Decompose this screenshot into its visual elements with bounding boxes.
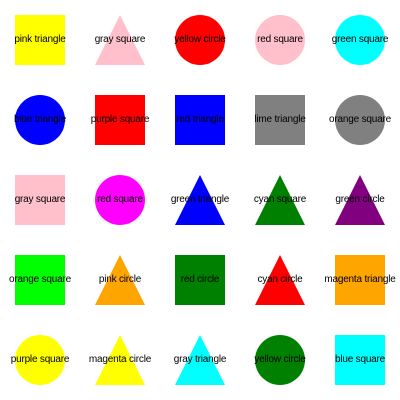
grid-cell: purple square — [80, 80, 160, 160]
grid-cell: magenta triangle — [320, 240, 400, 320]
triangle-shape — [255, 175, 305, 225]
grid-cell: blue square — [320, 320, 400, 400]
grid-cell: yellow circle — [160, 0, 240, 80]
grid-cell: blue triangle — [0, 80, 80, 160]
grid-cell: red triangle — [160, 80, 240, 160]
circle-shape — [95, 175, 145, 225]
triangle-shape — [255, 255, 305, 305]
triangle-shape — [95, 255, 145, 305]
circle-shape — [255, 15, 305, 65]
square-shape — [335, 255, 385, 305]
triangle-shape — [95, 15, 145, 65]
square-shape — [175, 95, 225, 145]
grid-cell: gray square — [80, 0, 160, 80]
grid-cell: gray square — [0, 160, 80, 240]
grid-cell: gray triangle — [160, 320, 240, 400]
grid-cell: pink triangle — [0, 0, 80, 80]
grid-cell: lime triangle — [240, 80, 320, 160]
circle-shape — [335, 95, 385, 145]
square-shape — [15, 255, 65, 305]
grid-cell: magenta circle — [80, 320, 160, 400]
square-shape — [15, 175, 65, 225]
circle-shape — [335, 15, 385, 65]
circle-shape — [15, 95, 65, 145]
grid-cell: orange square — [320, 80, 400, 160]
grid-cell: red square — [80, 160, 160, 240]
triangle-shape — [335, 175, 385, 225]
grid-cell: green square — [320, 0, 400, 80]
square-shape — [175, 255, 225, 305]
grid-cell: green triangle — [160, 160, 240, 240]
grid-cell: pink circle — [80, 240, 160, 320]
circle-shape — [255, 335, 305, 385]
grid-cell: cyan square — [240, 160, 320, 240]
circle-shape — [15, 335, 65, 385]
grid-cell: cyan circle — [240, 240, 320, 320]
grid-cell: red square — [240, 0, 320, 80]
square-shape — [255, 95, 305, 145]
square-shape — [15, 15, 65, 65]
grid-cell: orange square — [0, 240, 80, 320]
circle-shape — [175, 15, 225, 65]
grid-cell: yellow circle — [240, 320, 320, 400]
grid-cell: green circle — [320, 160, 400, 240]
triangle-shape — [175, 175, 225, 225]
grid-cell: purple square — [0, 320, 80, 400]
square-shape — [335, 335, 385, 385]
grid-cell: red circle — [160, 240, 240, 320]
triangle-shape — [95, 335, 145, 385]
triangle-shape — [175, 335, 225, 385]
square-shape — [95, 95, 145, 145]
